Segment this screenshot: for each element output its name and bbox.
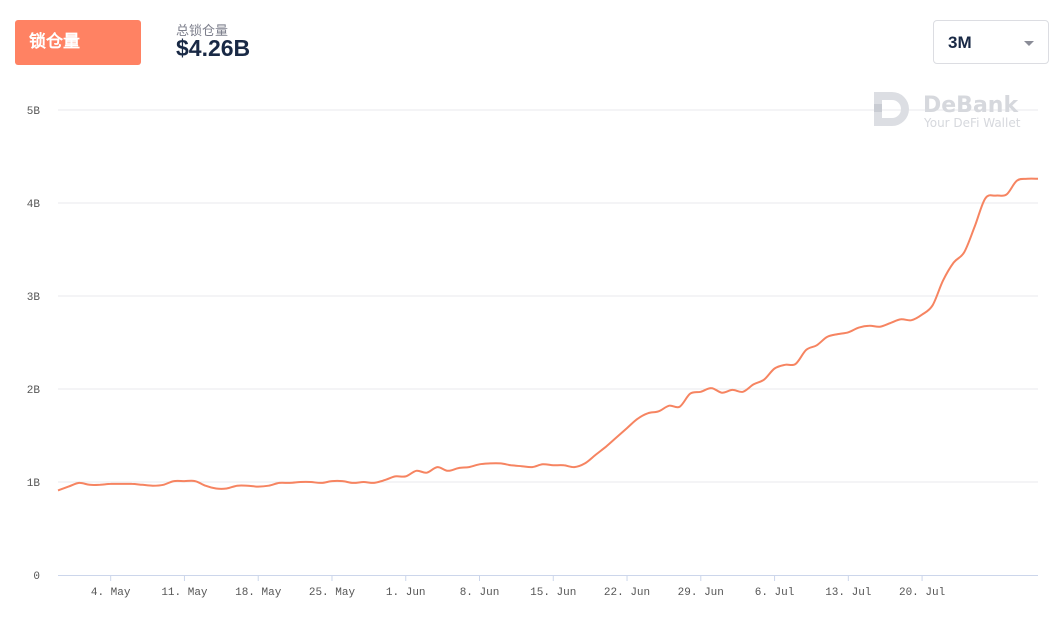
y-tick-label: 2B — [27, 385, 41, 397]
time-range-select[interactable]: 3M — [933, 20, 1049, 64]
y-tick-label: 1B — [27, 478, 41, 490]
y-axis-ticks: 0 1B 2B 3B 4B 5B — [27, 106, 41, 583]
x-tick-label: 18. May — [235, 587, 282, 599]
y-tick-label: 5B — [27, 106, 41, 118]
x-tick-label: 8. Jun — [460, 587, 500, 599]
tvl-tab[interactable]: 锁仓量 — [15, 20, 141, 65]
debank-logo-icon — [874, 92, 909, 126]
time-range-value: 3M — [948, 33, 972, 52]
grid-lines — [58, 109, 1038, 483]
debank-watermark: DeBank Your DeFi Wallet — [874, 92, 1021, 130]
total-tvl-label: 总锁仓量 — [176, 24, 229, 39]
x-tick-label: 6. Jul — [755, 587, 795, 599]
x-tick-label: 15. Jun — [530, 587, 576, 599]
y-tick-label: 3B — [27, 292, 41, 304]
x-axis-ticks: 4. May 11. May 18. May 25. May 1. Jun 8. Jun 1… — [91, 575, 945, 599]
x-tick-label: 1. Jun — [386, 587, 426, 599]
tvl-series-line — [57, 177, 1039, 492]
y-tick-label: 0 — [33, 571, 40, 583]
x-tick-label: 22. Jun — [604, 587, 650, 599]
watermark-subtitle: Your DeFi Wallet — [923, 116, 1021, 130]
total-tvl-value: $4.26B — [176, 35, 251, 61]
x-tick-label: 4. May — [91, 587, 131, 599]
y-tick-label: 4B — [27, 199, 41, 211]
x-tick-label: 20. Jul — [899, 587, 945, 599]
x-tick-label: 29. Jun — [678, 587, 724, 599]
watermark-title: DeBank — [923, 93, 1019, 118]
chevron-down-icon — [1024, 41, 1034, 46]
x-tick-label: 25. May — [309, 587, 356, 599]
x-tick-label: 13. Jul — [825, 587, 871, 599]
x-tick-label: 11. May — [161, 587, 208, 599]
